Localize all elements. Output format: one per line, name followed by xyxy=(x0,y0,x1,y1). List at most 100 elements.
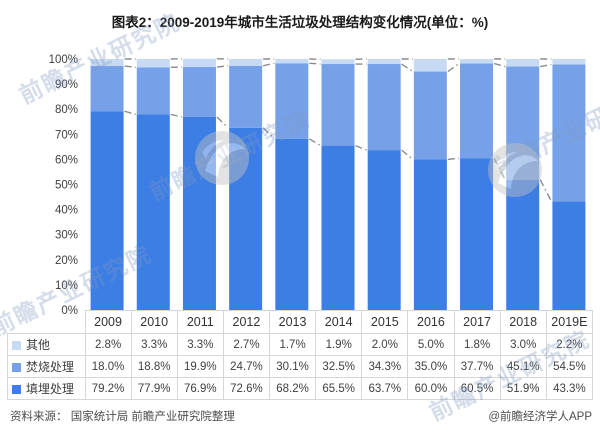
y-axis-tick-label: 80% xyxy=(55,104,78,116)
stacked-bar-chart: 0% 10% 20% 30% 40% 50% 60% 70% 80% 90% 100% xyxy=(49,54,586,314)
bar-segment-其他 xyxy=(367,59,401,65)
value-cell: 2.8% xyxy=(84,333,132,356)
bar-segment-填埋处理 xyxy=(229,127,263,310)
value-cell: 3.3% xyxy=(176,333,224,356)
legend-label: 焚烧处理 xyxy=(26,360,75,374)
series-connector-line xyxy=(262,62,275,67)
year-header-cell: 2011 xyxy=(176,310,224,334)
value-cell: 30.1% xyxy=(268,355,317,378)
bar-segment-填埋处理 xyxy=(321,145,355,310)
y-axis-tick-label: 50% xyxy=(55,180,78,192)
bar-segment-其他 xyxy=(413,59,447,72)
value-cell: 1.8% xyxy=(453,333,501,356)
value-cell: 60.0% xyxy=(407,377,455,400)
series-connector-line xyxy=(493,157,506,181)
bar-segment-其他 xyxy=(460,59,494,64)
value-cell: 37.7% xyxy=(453,355,501,378)
value-cell: 3.0% xyxy=(499,333,547,356)
table-corner-cell xyxy=(8,311,86,334)
year-header-cell: 2018 xyxy=(499,310,547,334)
series-connector-line xyxy=(170,113,183,118)
legend-cell: 焚烧处理 xyxy=(7,355,86,378)
bar-segment-焚烧处理 xyxy=(506,66,540,180)
bar-segment-其他 xyxy=(229,59,263,66)
value-cell: 32.5% xyxy=(315,355,363,378)
value-cell: 68.2% xyxy=(268,377,317,400)
series-connector-line xyxy=(401,149,414,160)
value-cell: 63.7% xyxy=(361,377,409,400)
bar-segment-焚烧处理 xyxy=(321,64,355,146)
value-cell: 45.1% xyxy=(499,355,547,378)
year-header-cell: 2016 xyxy=(407,310,455,334)
y-axis-tick-label: 100% xyxy=(49,54,78,66)
year-header-cell: 2013 xyxy=(268,310,317,334)
table-header: 2009 2010 2011 2012 2013 2014 2015 2016 2017 2018… xyxy=(8,310,594,334)
bar-segment-其他 xyxy=(552,59,586,65)
series-connector-line xyxy=(309,62,321,65)
series-connector-line xyxy=(539,179,553,202)
bar-segment-其他 xyxy=(506,59,540,67)
series-connector-line xyxy=(308,138,321,147)
bar-segment-焚烧处理 xyxy=(460,63,494,159)
value-cell: 5.0% xyxy=(407,333,455,356)
value-cell: 76.9% xyxy=(176,377,224,400)
legend-cell: 填埋处理 xyxy=(7,377,86,400)
bar-segment-焚烧处理 xyxy=(367,64,401,151)
table-row: 填埋处理 79.2% 77.9% 76.9% 72.6% 68.2% 65.5% 63.7% 6… xyxy=(7,377,594,400)
bar-segment-其他 xyxy=(182,58,216,68)
series-connector-line xyxy=(216,116,229,129)
bar-segment-焚烧处理 xyxy=(552,64,586,202)
year-header-cell: 2015 xyxy=(361,310,409,334)
series-connector-line xyxy=(355,144,367,151)
legend-swatch-icon xyxy=(12,385,21,394)
value-cell: 79.2% xyxy=(84,377,132,400)
bar-segment-其他 xyxy=(136,59,170,68)
value-cell: 54.5% xyxy=(545,355,594,378)
y-axis-tick-label: 0% xyxy=(61,305,78,314)
series-connector-line xyxy=(401,63,414,73)
year-header-cell: 2009 xyxy=(84,310,132,334)
bar-segment-填埋处理 xyxy=(136,114,170,310)
year-header-cell: 2012 xyxy=(222,310,271,334)
y-axis-tick-label: 20% xyxy=(55,255,78,267)
value-cell: 43.3% xyxy=(545,377,594,400)
value-cell: 51.9% xyxy=(499,377,547,400)
value-cell: 2.7% xyxy=(222,333,271,356)
value-cell: 2.2% xyxy=(545,333,594,356)
table-row: 焚烧处理 18.0% 18.8% 19.9% 24.7% 30.1% 32.5% 34.3% 3… xyxy=(7,355,594,378)
value-cell: 3.3% xyxy=(130,333,178,356)
value-cell: 34.3% xyxy=(361,355,409,378)
bar-segment-填埋处理 xyxy=(552,201,586,310)
year-header-cell: 2010 xyxy=(130,310,178,334)
value-cell: 77.9% xyxy=(130,377,178,400)
series-connector-line xyxy=(493,62,506,68)
year-header-row: 2009 2010 2011 2012 2013 2014 2015 2016 2017 2018… xyxy=(8,310,594,334)
bar-segment-填埋处理 xyxy=(413,159,447,310)
series-connector-line xyxy=(216,65,229,68)
bar-segment-焚烧处理 xyxy=(136,67,170,115)
bar-segment-其他 xyxy=(321,59,355,65)
legend-cell: 其他 xyxy=(7,333,86,356)
series-connector-line xyxy=(540,63,552,68)
chart-title: 图表2：2009-2019年城市生活垃圾处理结构变化情况(单位：%) xyxy=(111,15,489,30)
value-cell: 19.9% xyxy=(176,355,224,378)
bar-segment-填埋处理 xyxy=(506,179,540,310)
bar-segment-焚烧处理 xyxy=(275,63,309,139)
bar-segment-焚烧处理 xyxy=(182,67,216,117)
bar-segment-填埋处理 xyxy=(460,158,494,310)
series-connector-line xyxy=(447,62,460,73)
table-body: 其他 2.8% 3.3% 3.3% 2.7% 1.7% 1.9% 2.0% 5.0% 1.8% 3.… xyxy=(7,333,594,400)
year-header-cell: 2017 xyxy=(453,310,501,334)
source-note: 资料来源： 国家统计局 前瞻产业研究院整理 xyxy=(10,411,235,423)
value-cell: 2.0% xyxy=(361,333,409,356)
value-cell: 24.7% xyxy=(222,355,271,378)
table-row: 其他 2.8% 3.3% 3.3% 2.7% 1.7% 1.9% 2.0% 5.0% 1.8% 3.… xyxy=(7,333,594,356)
year-header-cell: 2019E xyxy=(545,310,594,334)
bar-segment-填埋处理 xyxy=(275,138,309,310)
value-cell: 1.9% xyxy=(315,333,363,356)
value-cell: 65.5% xyxy=(315,377,363,400)
y-axis-tick-label: 10% xyxy=(55,280,78,292)
value-cell: 72.6% xyxy=(222,377,271,400)
value-cell: 1.7% xyxy=(268,333,317,356)
legend-label: 填埋处理 xyxy=(26,382,75,396)
